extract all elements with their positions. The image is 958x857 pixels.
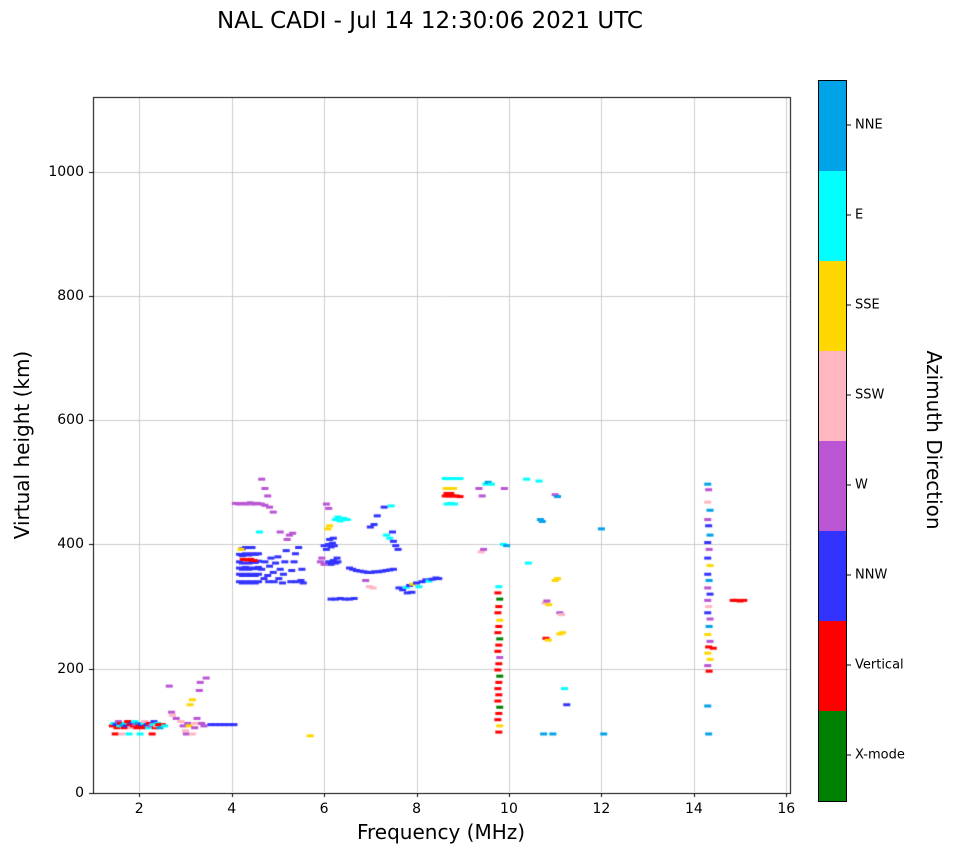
- colorbar-band-sse: [819, 261, 846, 351]
- colorbar-label-e: E: [847, 208, 863, 223]
- colorbar-tick: [847, 394, 851, 396]
- colorbar-tick: [847, 754, 851, 756]
- colorbar-label-ssw: SSW: [847, 388, 884, 403]
- x-tick-label-8: 8: [412, 801, 421, 817]
- x-axis-label: Frequency (MHz): [356, 820, 526, 844]
- colorbar-band-w: [819, 441, 846, 531]
- colorbar-tick: [847, 574, 851, 576]
- colorbar-label-nne: NNE: [847, 118, 883, 133]
- colorbar-label-text: NNE: [855, 117, 883, 133]
- x-tick-label-16: 16: [777, 801, 796, 817]
- y-axis-label: Virtual height (km): [10, 350, 34, 540]
- colorbar-band-x-mode: [819, 711, 846, 801]
- y-tick-label-800: 800: [57, 287, 84, 304]
- colorbar-tick: [847, 484, 851, 486]
- x-tick-label-6: 6: [319, 801, 329, 817]
- y-tick-label-200: 200: [57, 660, 84, 677]
- colorbar-label-text: Vertical: [855, 657, 904, 673]
- colorbar-label-nnw: NNW: [847, 568, 887, 583]
- y-tick-label-400: 400: [57, 536, 84, 553]
- colorbar-label-w: W: [847, 478, 868, 493]
- colorbar-label-text: SSW: [855, 387, 885, 403]
- colorbar-band-e: [819, 171, 846, 261]
- colorbar-label-text: W: [855, 477, 868, 493]
- x-tick-label-14: 14: [684, 801, 703, 817]
- x-tick-label-12: 12: [592, 801, 611, 817]
- colorbar-band-ssw: [819, 351, 846, 441]
- x-tick-label-4: 4: [227, 801, 237, 817]
- y-tick-label-1000: 1000: [48, 163, 84, 180]
- colorbar: [818, 80, 847, 802]
- y-tick-label-0: 0: [75, 785, 84, 801]
- colorbar-label-text: SSE: [855, 297, 880, 313]
- y-tick-label-600: 600: [57, 412, 84, 429]
- colorbar-tick: [847, 304, 851, 306]
- colorbar-band-nnw: [819, 531, 846, 621]
- colorbar-label-x-mode: X-mode: [847, 748, 905, 763]
- colorbar-label-text: X-mode: [855, 747, 905, 763]
- x-tick-label-10: 10: [500, 801, 518, 817]
- colorbar-band-vertical: [819, 621, 846, 711]
- colorbar-tick: [847, 124, 851, 126]
- colorbar-label-vertical: Vertical: [847, 658, 904, 673]
- colorbar-label-sse: SSE: [847, 298, 880, 313]
- colorbar-label-text: NNW: [855, 567, 888, 583]
- colorbar-axis-label: Azimuth Direction: [922, 350, 946, 530]
- colorbar-tick: [847, 664, 851, 666]
- colorbar-band-nne: [819, 81, 846, 171]
- colorbar-tick: [847, 214, 851, 216]
- x-tick-label-2: 2: [134, 801, 144, 817]
- colorbar-label-text: E: [855, 207, 864, 223]
